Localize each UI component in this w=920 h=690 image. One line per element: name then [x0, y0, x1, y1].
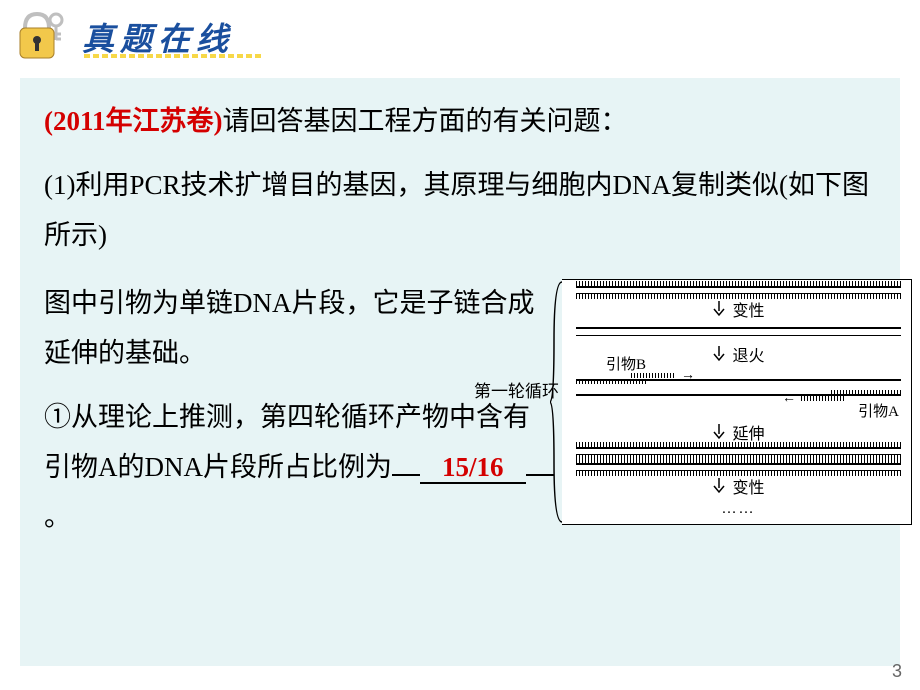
step-label-2: 退火 [732, 342, 764, 366]
anneal-bot: ← 引物A [576, 390, 901, 406]
blank-left [392, 474, 420, 476]
banner-underline [84, 54, 264, 58]
step-arrow-4: 变性 [576, 474, 901, 498]
dsdna-2 [576, 447, 901, 455]
body-row: 图中引物为单链DNA片段，它是子链合成延伸的基础。 ①从理论上推测，第四轮循环产… [44, 279, 876, 543]
page-number: 3 [892, 661, 902, 682]
sub-question: (1)利用PCR技术扩增目的基因，其原理与细胞内DNA复制类似(如下图所示) [44, 161, 876, 261]
step-label-3: 延伸 [732, 420, 764, 444]
step-label-4: 变性 [732, 474, 764, 498]
content-panel: (2011年江苏卷)请回答基因工程方面的有关问题： (1)利用PCR技术扩增目的… [20, 78, 900, 666]
p2-post: 。 [44, 502, 71, 532]
slide-header: 真题在线 [0, 0, 920, 66]
step-label-1: 变性 [732, 297, 764, 321]
question-intro: 请回答基因工程方面的有关问题： [223, 106, 628, 136]
question-header: (2011年江苏卷)请回答基因工程方面的有关问题： [44, 100, 876, 143]
step-arrow-1: 变性 [576, 297, 901, 321]
primer-b-label: 引物B [606, 353, 646, 374]
pcr-diagram: 变性 退火 → 引物B [562, 279, 912, 525]
brace-icon [550, 280, 564, 524]
ss-1 [576, 327, 901, 329]
paragraph-2: ①从理论上推测，第四轮循环产物中含有引物A的DNA片段所占比例为15/16。 [44, 393, 554, 543]
answer-value: 15/16 [420, 452, 526, 484]
dsdna-1 [576, 286, 901, 294]
ss-2 [576, 335, 901, 337]
diagram-dots: …… [576, 501, 901, 518]
lock-key-icon [10, 6, 70, 66]
body-text: 图中引物为单链DNA片段，它是子链合成延伸的基础。 ①从理论上推测，第四轮循环产… [44, 279, 554, 543]
primer-a-label: 引物A [858, 400, 899, 421]
diagram-wrap: 第一轮循环 变性 退火 [562, 279, 912, 543]
title-banner: 真题在线 [82, 14, 264, 58]
step-arrow-3: 延伸 [576, 420, 901, 444]
exam-source: (2011年江苏卷) [44, 106, 223, 136]
anneal-top: → 引物B [576, 370, 901, 386]
dsdna-3 [576, 463, 901, 471]
paragraph-1: 图中引物为单链DNA片段，它是子链合成延伸的基础。 [44, 279, 554, 379]
cycle-label: 第一轮循环 [474, 377, 559, 402]
